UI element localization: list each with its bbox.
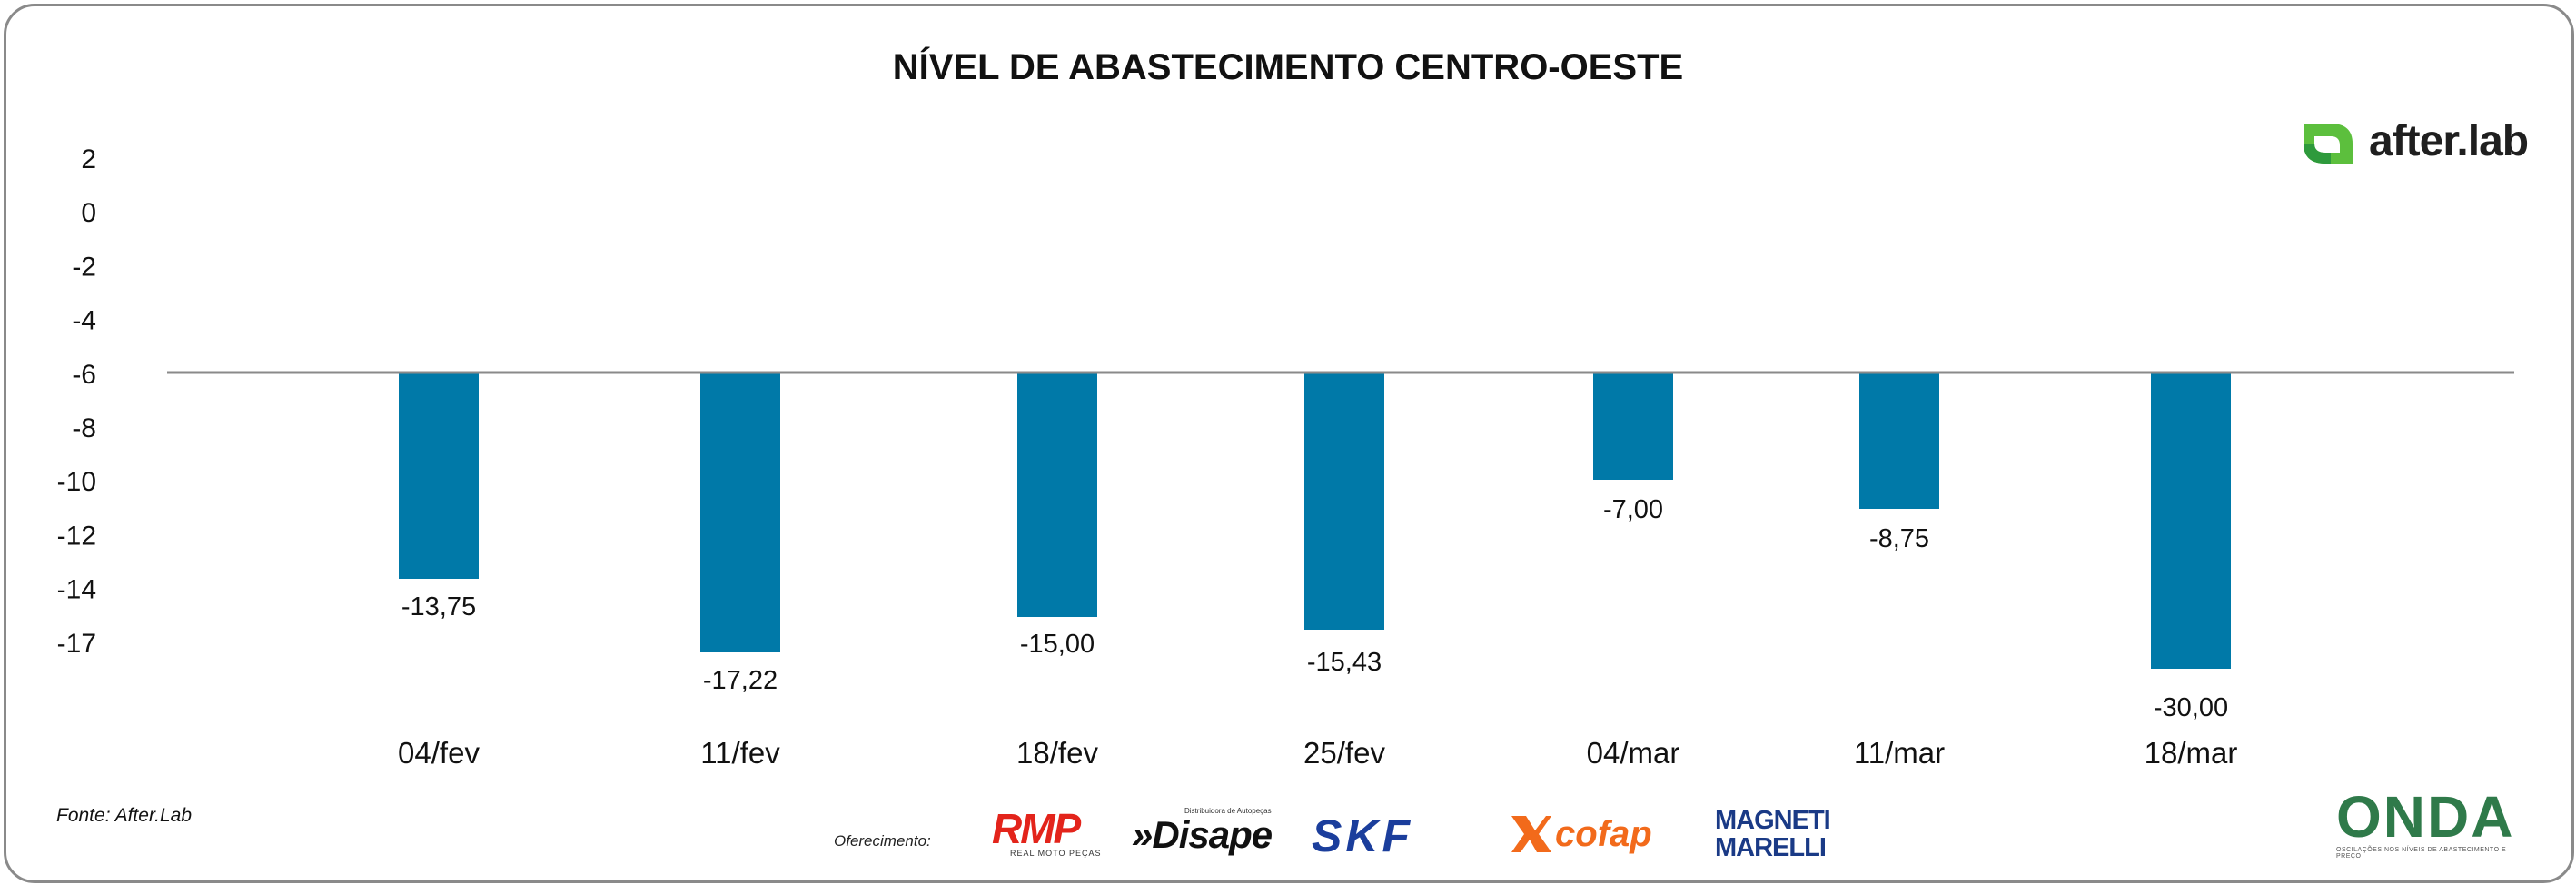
- data-label: -30,00: [2154, 693, 2228, 722]
- sponsor-label: Oferecimento:: [834, 832, 931, 850]
- afterlab-leaf-icon: [2304, 124, 2353, 164]
- bar: [700, 373, 780, 652]
- data-label: -15,43: [1307, 648, 1382, 677]
- y-tick-label: -6: [72, 360, 96, 390]
- afterlab-logo: after.lab: [2294, 116, 2540, 171]
- cofap-x-icon: [1511, 816, 1551, 852]
- data-label: -13,75: [401, 592, 476, 621]
- onda-tagline: OSCILAÇÕES NOS NÍVEIS DE ABASTECIMENTO E…: [2336, 847, 2507, 860]
- disape-chevron-icon: »: [1132, 813, 1153, 856]
- x-tick-label: 18/mar: [2145, 736, 2238, 770]
- bar: [2151, 373, 2231, 669]
- x-tick-label: 11/fev: [700, 736, 780, 770]
- rmp-logo: RMP REAL MOTO PEÇAS: [992, 805, 1112, 861]
- disape-wordmark: »Disape: [1132, 815, 1293, 855]
- y-tick-label: -12: [57, 521, 96, 551]
- x-tick-label: 04/fev: [398, 736, 480, 770]
- chart-title: NÍVEL DE ABASTECIMENTO CENTRO-OESTE: [892, 47, 1684, 87]
- x-tick-label: 25/fev: [1303, 736, 1385, 770]
- magneti-line: MAGNETI: [1715, 806, 1831, 835]
- cofap-logo: cofap: [1508, 809, 1689, 860]
- data-label: -15,00: [1020, 630, 1095, 659]
- bar: [1593, 373, 1673, 480]
- bar: [399, 373, 479, 579]
- skf-wordmark: SKF: [1312, 810, 1413, 861]
- cofap-wordmark: cofap: [1555, 814, 1652, 854]
- source-note: Fonte: After.Lab: [56, 805, 193, 826]
- rmp-wordmark: RMP: [992, 805, 1081, 852]
- y-tick-label: -10: [57, 467, 96, 497]
- disape-name: Disape: [1152, 813, 1273, 856]
- x-tick-label: 11/mar: [1854, 736, 1945, 770]
- data-label: -8,75: [1869, 524, 1929, 553]
- y-tick-label: -17: [57, 629, 96, 659]
- bar: [1304, 373, 1384, 630]
- x-tick-label: 18/fev: [1016, 736, 1098, 770]
- disape-tagline: Distribuidora de Autopeças: [1184, 807, 1272, 815]
- data-label: -17,22: [703, 666, 778, 695]
- y-tick-label: 0: [81, 198, 96, 228]
- bar: [1017, 373, 1097, 617]
- y-tick-label: -4: [72, 306, 96, 336]
- y-tick-label: -14: [57, 575, 96, 605]
- rmp-tagline: REAL MOTO PEÇAS: [1010, 849, 1102, 858]
- y-tick-label: -8: [72, 413, 96, 443]
- y-tick-label: 2: [81, 144, 96, 174]
- x-tick-label: 04/mar: [1587, 736, 1680, 770]
- disape-logo: Distribuidora de Autopeças »Disape: [1132, 807, 1293, 861]
- bar: [1859, 373, 1939, 509]
- afterlab-wordmark: after.lab: [2369, 117, 2529, 165]
- y-tick-label: -2: [72, 252, 96, 282]
- onda-wordmark: ONDA: [2336, 784, 2515, 850]
- marelli-line: MARELLI: [1715, 833, 1827, 862]
- onda-logo: ONDA OSCILAÇÕES NOS NÍVEIS DE ABASTECIME…: [2336, 784, 2518, 860]
- magneti-marelli-logo: MAGNETI MARELLI: [1715, 807, 1838, 865]
- skf-logo: SKF: [1312, 813, 1481, 859]
- data-label: -7,00: [1603, 495, 1663, 524]
